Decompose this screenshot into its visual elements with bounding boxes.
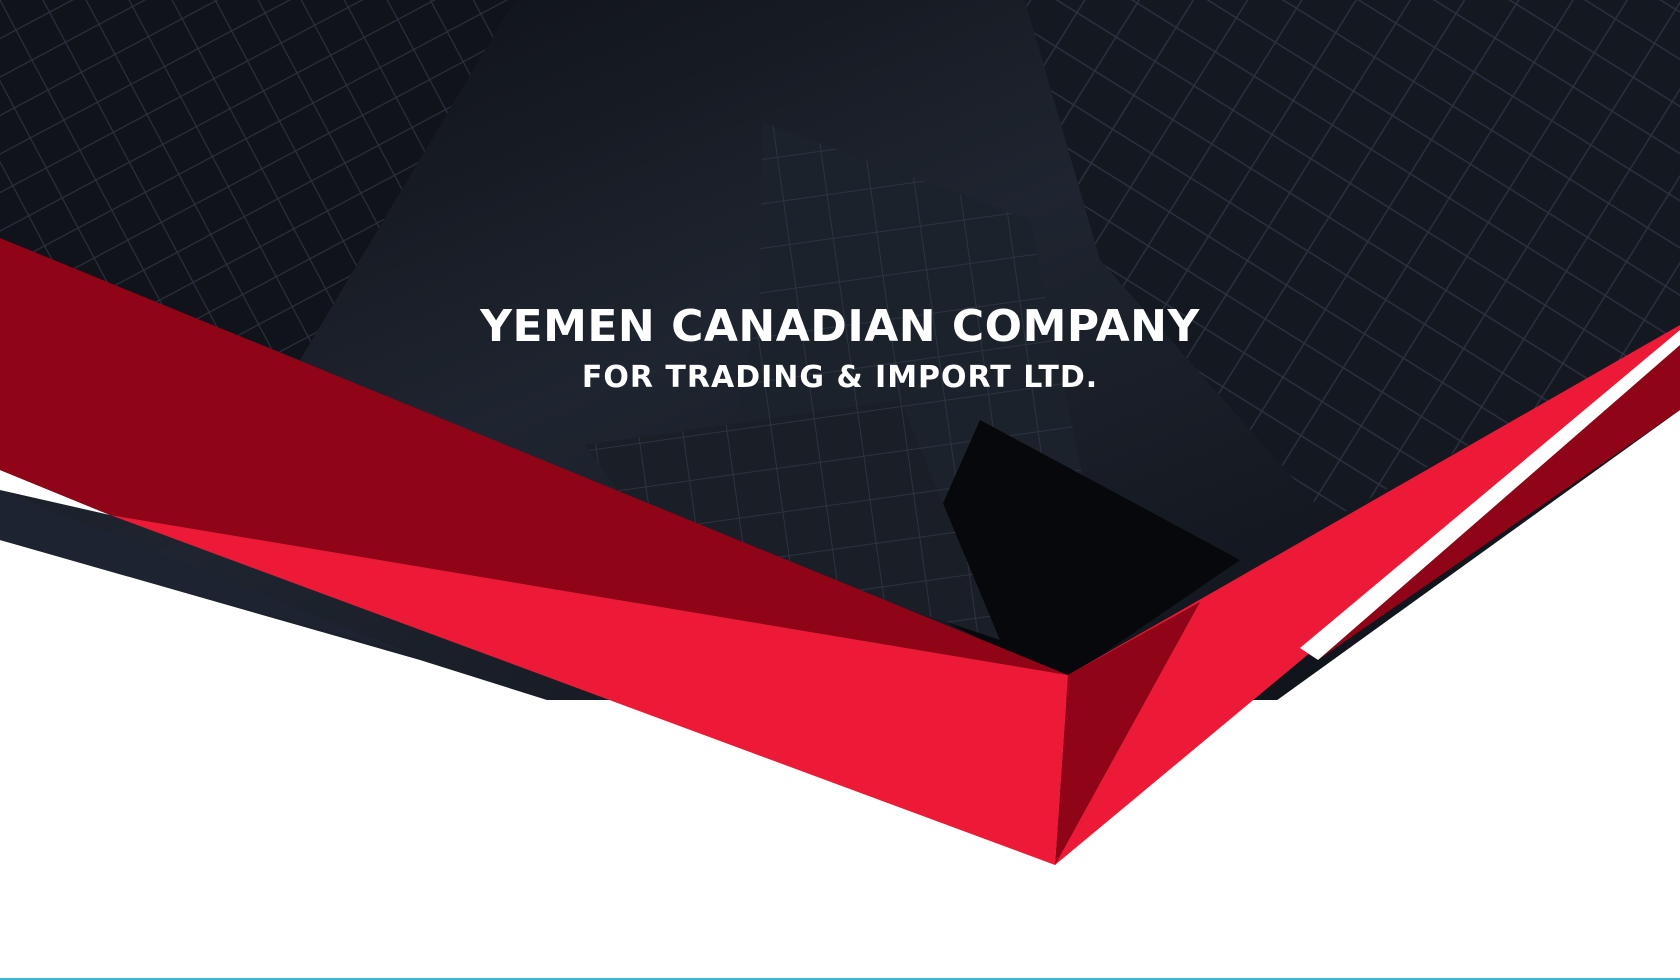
company-title-block: YEMEN CANADIAN COMPANY FOR TRADING & IMP…: [0, 300, 1680, 398]
deep-red-facet-center: [1055, 602, 1200, 865]
company-name: YEMEN CANADIAN COMPANY: [480, 301, 1200, 352]
bright-red-band: [110, 515, 1068, 865]
navy-stripe: [0, 490, 415, 655]
bottom-accent-line: [0, 978, 1680, 980]
deep-red-band-left: [0, 238, 1068, 675]
white-base: [0, 410, 1680, 980]
company-tagline: FOR TRADING & IMPORT LTD.: [581, 360, 1099, 395]
